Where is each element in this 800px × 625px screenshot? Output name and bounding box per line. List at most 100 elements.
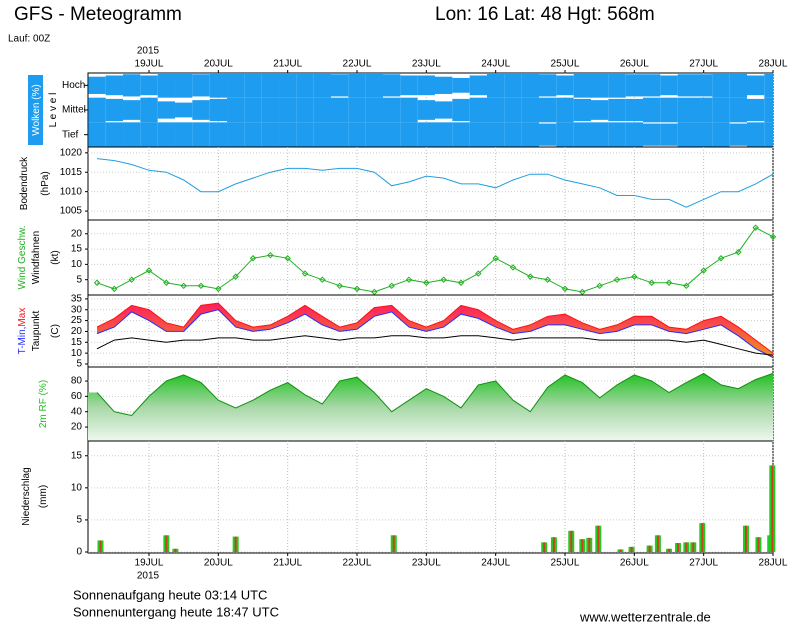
point <box>457 279 465 286</box>
level-label: Mittel <box>62 105 86 116</box>
cloud-cover <box>435 101 453 119</box>
cloud-cover <box>573 73 592 98</box>
y-tick-label: 20 <box>71 422 83 433</box>
cloud-cover <box>313 122 332 147</box>
bar-core <box>174 548 177 552</box>
point <box>319 276 326 283</box>
axis-label-part: (hPa) <box>40 171 51 195</box>
cloud-cover <box>573 98 592 122</box>
cloud-cover <box>521 97 540 123</box>
point <box>735 248 742 256</box>
cloud-cover <box>469 75 488 96</box>
cloud-cover <box>591 122 609 147</box>
x-tick-label: 20JUL <box>204 558 233 569</box>
cloud-cover <box>348 97 366 123</box>
y-tick-label: 15 <box>71 244 83 255</box>
cloud-cover <box>400 122 418 147</box>
cloud-cover <box>175 102 193 118</box>
axis-label: (hPa) <box>40 171 51 195</box>
cloud-cover <box>695 122 713 147</box>
axis-label-part: Taupunkt <box>31 310 42 351</box>
bar-core <box>757 537 760 552</box>
cloud-cover <box>192 74 210 97</box>
cloud-cover <box>504 73 522 98</box>
cloud-cover <box>677 97 696 123</box>
cloud-cover <box>452 98 470 122</box>
cloud-cover <box>487 97 505 123</box>
cloud-cover <box>417 75 436 96</box>
axis-label: Wind Geschw. <box>17 226 28 290</box>
axis-label: Niederschlag <box>21 467 32 525</box>
y-tick-label: 1020 <box>60 147 83 158</box>
point <box>197 282 205 290</box>
cloud-cover <box>452 77 470 93</box>
cloud-cover <box>157 122 176 147</box>
y-tick-label: 35 <box>71 294 83 305</box>
bar-core <box>543 542 546 552</box>
axis-label: (kt) <box>50 250 61 264</box>
cloud-cover <box>140 75 158 96</box>
title: GFS - Meteogramm <box>14 4 182 25</box>
point <box>93 279 101 286</box>
cloud-cover <box>417 100 436 120</box>
cloud-cover <box>539 123 557 146</box>
cloud-cover <box>296 73 314 98</box>
cloud-cover <box>88 97 106 123</box>
bar-core <box>597 525 600 552</box>
series-line <box>96 302 774 354</box>
y-tick-label: 1005 <box>60 206 83 217</box>
axis-label: L e v e l <box>48 93 59 128</box>
cloud-cover <box>157 101 176 119</box>
cloud-cover <box>504 97 522 123</box>
series-line <box>96 309 774 358</box>
cloud-cover <box>105 98 124 122</box>
cloud-cover <box>643 97 661 123</box>
cloud-cover <box>695 97 713 123</box>
panel-frame <box>87 440 774 554</box>
bar-core <box>588 537 591 552</box>
cloud-cover <box>313 73 332 98</box>
bar-core <box>234 536 237 552</box>
cloud-cover <box>383 122 401 147</box>
bar-core <box>648 545 651 552</box>
point <box>475 270 482 277</box>
y-tick-label: 80 <box>71 376 83 387</box>
cloud-cover <box>244 97 262 123</box>
point <box>527 273 534 280</box>
x-tick-label: 24JUL <box>481 558 510 569</box>
cloud-cover <box>556 122 574 147</box>
cloud-cover <box>209 122 228 147</box>
panel-frame <box>87 146 774 221</box>
run: Lauf: 00Z <box>8 34 50 45</box>
cloud-cover <box>452 122 470 147</box>
point <box>163 279 170 286</box>
cloud-cover <box>105 75 124 96</box>
y-tick-label: 1015 <box>60 167 83 178</box>
point <box>752 224 759 231</box>
cloud-cover <box>695 74 713 97</box>
point <box>215 285 222 293</box>
x-tick-label: 22JUL <box>343 558 372 569</box>
point <box>145 267 153 274</box>
bar-core <box>692 542 695 552</box>
axis-label: 2m RF (%) <box>38 380 49 428</box>
axis-label-part: 2m RF (%) <box>38 380 49 428</box>
cloud-cover <box>140 97 158 123</box>
point <box>509 264 517 271</box>
bar-core <box>771 465 774 552</box>
cloud-cover <box>313 97 332 123</box>
cloud-cover <box>747 75 765 96</box>
axis-label-part: (mm) <box>38 485 49 508</box>
bar-core <box>630 546 633 552</box>
cloud-cover <box>660 75 678 96</box>
y-tick-label: 10 <box>71 482 83 493</box>
cloud-cover <box>88 76 106 94</box>
cloud-cover <box>123 122 141 147</box>
cloud-cover <box>591 73 609 98</box>
x-tick-label: 23JUL <box>412 558 441 569</box>
cloud-cover <box>712 122 730 147</box>
y-tick-label: 40 <box>71 406 83 417</box>
cloud-cover <box>88 122 106 147</box>
bar-core <box>581 539 584 552</box>
cloud-cover <box>209 98 228 122</box>
